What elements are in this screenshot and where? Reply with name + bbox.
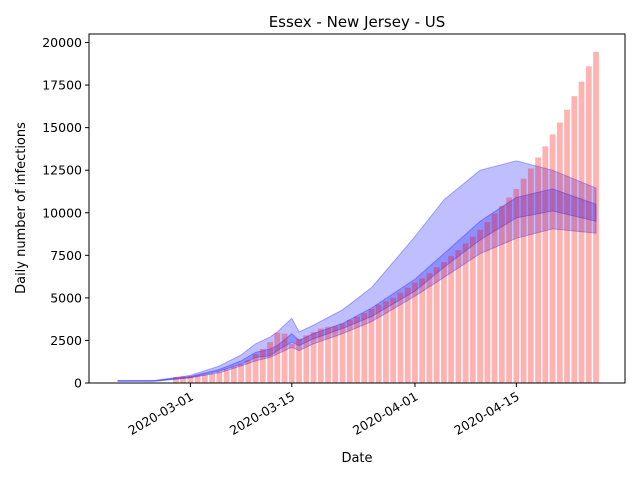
- bar: [201, 374, 208, 383]
- bar: [484, 222, 491, 383]
- y-tick-label: 15000: [42, 120, 82, 135]
- bar: [542, 146, 549, 383]
- bar: [441, 262, 447, 383]
- bar: [390, 297, 397, 383]
- y-tick-label: 12500: [42, 163, 82, 178]
- bar: [288, 343, 295, 383]
- bar: [187, 376, 194, 383]
- bar: [281, 333, 288, 383]
- bar: [426, 273, 433, 383]
- x-tick-label: 2020-04-15: [451, 389, 521, 438]
- bar: [535, 157, 541, 383]
- bar: [520, 178, 527, 383]
- confidence-band: [117, 160, 597, 382]
- bar: [245, 360, 252, 383]
- x-tick-label: 2020-03-01: [125, 389, 195, 438]
- bar: [310, 331, 317, 383]
- bar: [556, 122, 563, 384]
- bar: [564, 109, 570, 383]
- bar: [339, 323, 346, 383]
- bar: [209, 373, 216, 383]
- bar: [346, 320, 353, 383]
- x-axis-label: Date: [341, 451, 372, 466]
- bar: [412, 282, 418, 383]
- bar: [593, 51, 599, 383]
- bar: [404, 287, 411, 383]
- bar: [230, 366, 237, 383]
- y-tick-label: 20000: [42, 35, 82, 50]
- bar: [419, 278, 426, 383]
- bar: [194, 375, 201, 383]
- confidence-band: [117, 188, 597, 382]
- bar: [361, 313, 368, 383]
- bar: [397, 292, 404, 383]
- bar: [259, 348, 266, 383]
- bar: [303, 335, 310, 383]
- y-tick-label: 0: [74, 376, 82, 391]
- bar: [317, 328, 324, 383]
- bar: [527, 168, 534, 383]
- bar: [455, 250, 462, 383]
- bar: [173, 377, 179, 383]
- y-tick-label: 5000: [50, 290, 82, 305]
- bar: [252, 354, 259, 383]
- bar: [513, 188, 520, 383]
- bar: [375, 304, 382, 383]
- bar: [383, 301, 389, 383]
- y-tick-label: 17500: [42, 78, 82, 93]
- x-tick-label: 2020-03-15: [227, 389, 297, 438]
- plot-frame: [88, 33, 626, 384]
- y-tick-label: 7500: [50, 248, 82, 263]
- bar: [267, 342, 273, 383]
- bar: [491, 213, 498, 383]
- bar: [571, 96, 578, 383]
- bar: [223, 369, 230, 383]
- bar: [325, 326, 331, 383]
- bar: [469, 236, 476, 383]
- bar: [549, 134, 556, 383]
- bar: [274, 332, 281, 383]
- bar: [578, 81, 585, 384]
- y-tick-label: 10000: [42, 205, 82, 220]
- bar: [354, 316, 360, 383]
- bar: [180, 376, 187, 383]
- y-tick-label: 2500: [50, 333, 82, 348]
- bar: [332, 325, 339, 383]
- bar: [498, 205, 505, 383]
- y-axis-label: Daily number of infections: [14, 122, 29, 294]
- chart-title: Essex - New Jersey - US: [269, 13, 446, 31]
- bar: [477, 229, 484, 383]
- bar: [448, 256, 455, 383]
- bar: [462, 243, 469, 383]
- bar: [368, 308, 375, 383]
- bar: [216, 371, 223, 383]
- x-tick-label: 2020-04-01: [350, 389, 420, 438]
- bar: [433, 267, 440, 383]
- bar: [506, 197, 513, 383]
- bar: [296, 338, 302, 383]
- bar: [238, 364, 245, 383]
- bar: [585, 66, 592, 383]
